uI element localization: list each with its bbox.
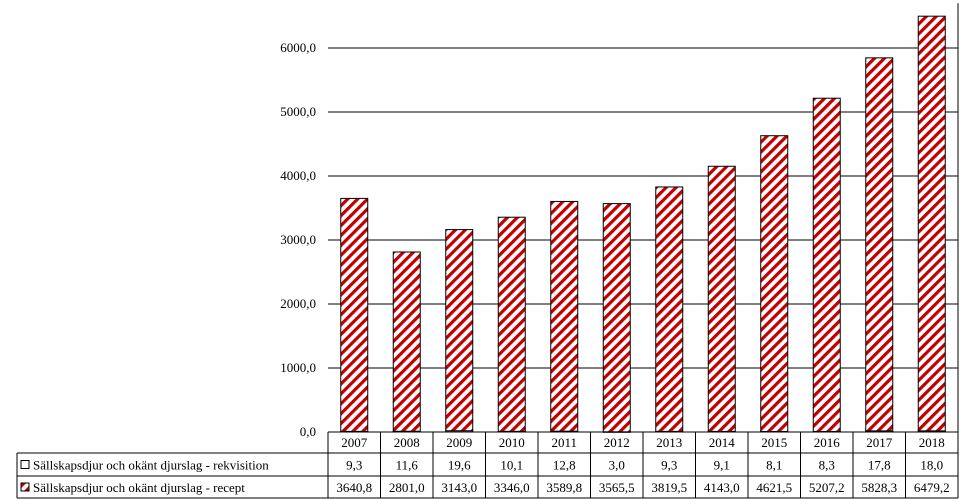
- legend-series-name: Sällskapsdjur och okänt djurslag - rekvi…: [33, 458, 269, 473]
- gridlines: [328, 3, 959, 432]
- table-cell-value: 9,3: [661, 458, 677, 473]
- bar-recept: [812, 97, 841, 432]
- table-cell-value: 4621,5: [756, 480, 792, 495]
- x-tick-label: 2012: [604, 435, 630, 450]
- legend-series-name: Sällskapsdjur och okänt djurslag - recep…: [33, 480, 245, 495]
- table-cell-value: 3143,0: [441, 480, 477, 495]
- y-tick-label: 1000,0: [280, 360, 316, 375]
- table-cell-value: 10,1: [500, 458, 523, 473]
- bar-recept: [497, 216, 526, 432]
- table-cell-value: 2801,0: [389, 480, 425, 495]
- x-tick-label: 2014: [709, 435, 736, 450]
- y-tick-label: 3000,0: [280, 232, 316, 247]
- x-tick-label: 2007: [341, 435, 368, 450]
- table-cell-value: 3819,5: [651, 480, 687, 495]
- y-tick-label: 5000,0: [280, 104, 316, 119]
- x-tick-label: 2017: [866, 435, 893, 450]
- x-tick-label: 2010: [499, 435, 525, 450]
- table-cell-value: 8,1: [766, 458, 782, 473]
- y-tick-label: 0,0: [300, 424, 316, 439]
- bar-recept: [655, 186, 684, 432]
- bar-recept: [392, 251, 421, 432]
- table-cell-value: 3,0: [609, 458, 625, 473]
- table-cell-value: 17,8: [868, 458, 891, 473]
- y-tick-label: 6000,0: [280, 40, 316, 55]
- bar-recept: [865, 57, 894, 432]
- table-cell-value: 18,0: [920, 458, 943, 473]
- x-tick-label: 2013: [656, 435, 682, 450]
- x-tick-label: 2008: [394, 435, 420, 450]
- x-tick-label: 2009: [446, 435, 472, 450]
- table-cell-value: 3565,5: [599, 480, 635, 495]
- table-cell-value: 12,8: [553, 458, 576, 473]
- bar-recept: [550, 200, 579, 432]
- legend-key-recept: [20, 482, 30, 492]
- bars: [340, 15, 946, 433]
- bar-recept: [917, 15, 946, 432]
- data-table: 2007 2008 2009 2010 2011 2012 2013 2014 2015 2016…: [16, 431, 959, 499]
- table-cell-value: 5207,2: [809, 480, 845, 495]
- y-axis-labels: 0,0 1000,0 2000,0 3000,0 4000,0 5000,0 6000,0: [280, 40, 316, 439]
- bar-recept: [760, 135, 789, 432]
- table-cell-value: 6479,2: [914, 480, 950, 495]
- bar-recept: [445, 229, 474, 432]
- bar-recept: [602, 203, 631, 433]
- table-cell-value: 9,3: [346, 458, 362, 473]
- legend-key-rekvisition: [20, 460, 30, 469]
- table-cell-value: 9,1: [714, 458, 730, 473]
- x-tick-label: 2018: [919, 435, 945, 450]
- table-cell-value: 19,6: [448, 458, 471, 473]
- table-cell-value: 5828,3: [861, 480, 897, 495]
- table-cell-value: 3640,8: [336, 480, 372, 495]
- table-cell-value: 8,3: [819, 458, 835, 473]
- bar-recept: [707, 165, 736, 432]
- x-tick-label: 2016: [814, 435, 841, 450]
- table-cell-value: 4143,0: [704, 480, 740, 495]
- y-tick-label: 2000,0: [280, 296, 316, 311]
- x-tick-label: 2011: [551, 435, 577, 450]
- table-cell-value: 3346,0: [494, 480, 530, 495]
- y-tick-label: 4000,0: [280, 168, 316, 183]
- x-tick-label: 2015: [761, 435, 787, 450]
- bar-recept: [340, 197, 369, 432]
- table-cell-value: 3589,8: [546, 480, 582, 495]
- table-cell-value: 11,6: [396, 458, 419, 473]
